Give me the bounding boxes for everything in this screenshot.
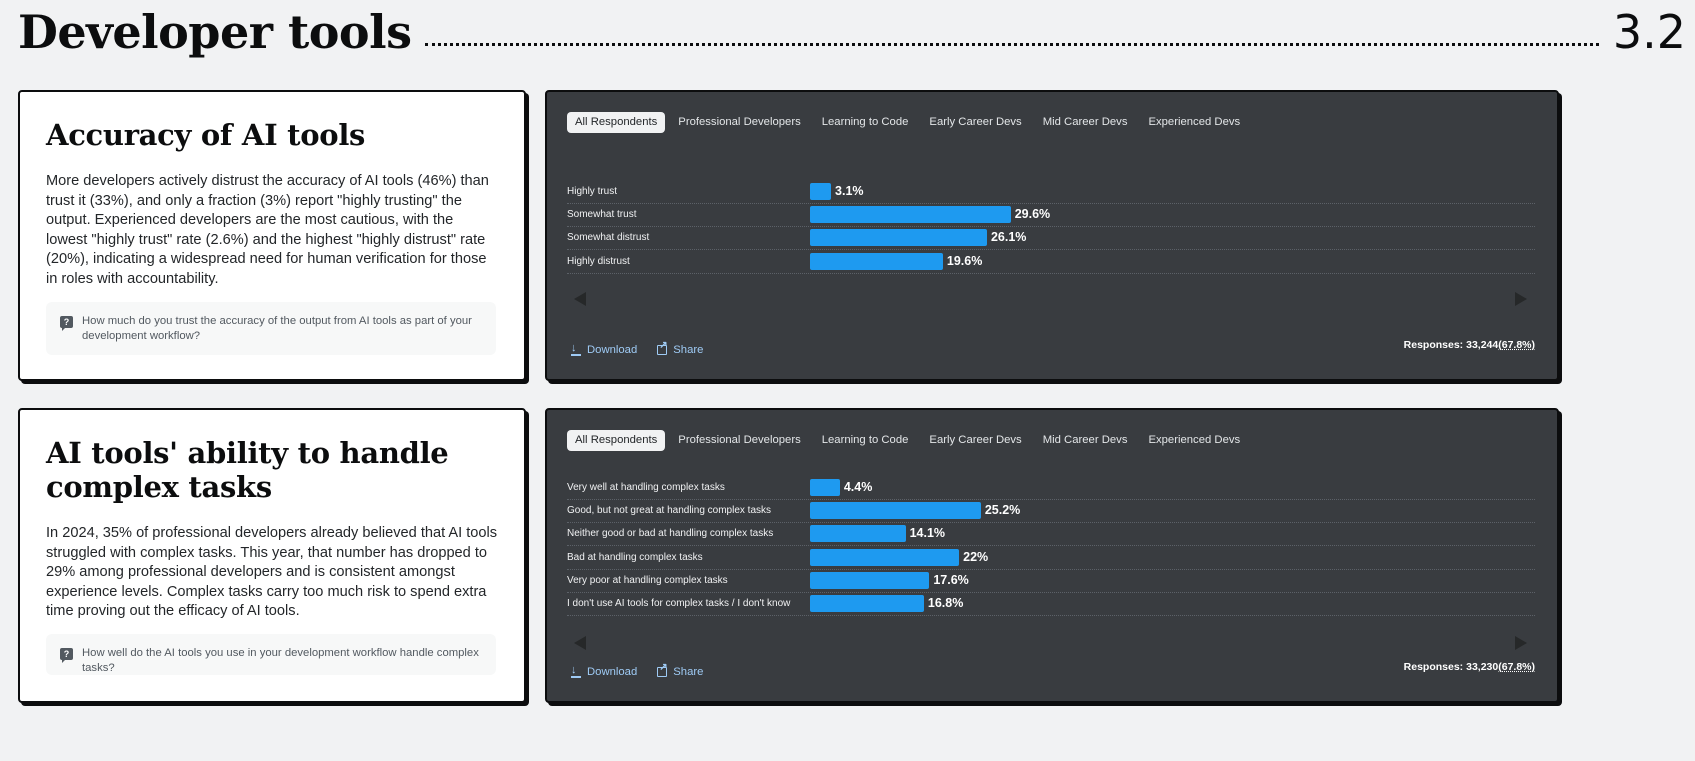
chart-panel-accuracy: All Respondents Professional Developers … bbox=[545, 90, 1559, 381]
chart-actions: Download Share bbox=[571, 662, 704, 678]
tab-mid-career-devs[interactable]: Mid Career Devs bbox=[1042, 434, 1128, 446]
responses-percent[interactable]: (67.8%) bbox=[1498, 661, 1535, 673]
bar[interactable] bbox=[810, 502, 981, 520]
share-button[interactable]: Share bbox=[657, 340, 704, 356]
download-icon bbox=[571, 664, 581, 678]
bar[interactable] bbox=[810, 548, 960, 566]
chart-row: Somewhat trust 29.6% bbox=[567, 203, 1535, 228]
bar-value-label: 26.1% bbox=[990, 230, 1027, 245]
survey-question: ? How well do the AI tools you use in yo… bbox=[46, 634, 496, 675]
title-leader-dots bbox=[425, 43, 1599, 46]
tab-early-career-devs[interactable]: Early Career Devs bbox=[929, 434, 1022, 446]
chart-actions: Download Share bbox=[571, 340, 704, 356]
bar-value-label: 29.6% bbox=[1014, 207, 1051, 222]
bar-value-label: 17.6% bbox=[933, 572, 969, 587]
chart-row: I don't use AI tools for complex tasks /… bbox=[567, 592, 1535, 616]
bar-label: Bad at handling complex tasks bbox=[567, 551, 703, 563]
tab-professional-developers[interactable]: Professional Developers bbox=[678, 434, 801, 446]
tab-all-respondents[interactable]: All Respondents bbox=[567, 112, 666, 133]
respondent-tabs: All Respondents Professional Developers … bbox=[567, 430, 1248, 451]
bar-value-label: 4.4% bbox=[843, 480, 873, 494]
respondent-tabs: All Respondents Professional Developers … bbox=[567, 112, 1248, 133]
bar-label: Good, but not great at handling complex … bbox=[567, 505, 772, 517]
chart-row: Very well at handling complex tasks 4.4% bbox=[567, 476, 1535, 500]
bar-value-label: 19.6% bbox=[946, 253, 983, 268]
share-icon bbox=[657, 662, 668, 677]
chart-row: Somewhat distrust 26.1% bbox=[567, 226, 1535, 251]
bar-label: Very well at handling complex tasks bbox=[567, 482, 725, 493]
share-icon bbox=[657, 340, 668, 355]
responses-number: 33,244 bbox=[1466, 339, 1499, 351]
chart-row: Neither good or bad at handling complex … bbox=[567, 522, 1535, 547]
bar-label: Very poor at handling complex tasks bbox=[567, 574, 728, 586]
question-text: How well do the AI tools you use in your… bbox=[82, 647, 479, 674]
download-label: Download bbox=[587, 666, 638, 678]
responses-label: Responses: bbox=[1403, 661, 1464, 673]
responses-count: Responses: 33,230(67.8%) bbox=[1404, 661, 1535, 673]
chart-prev-arrow-icon[interactable] bbox=[574, 292, 586, 306]
question-icon: ? bbox=[60, 316, 73, 331]
card-title: AI tools' ability to handle complex task… bbox=[46, 436, 449, 504]
bar[interactable] bbox=[810, 229, 987, 247]
download-button[interactable]: Download bbox=[571, 342, 638, 356]
card-body: In 2024, 35% of professional developers … bbox=[46, 525, 498, 619]
tab-experienced-devs[interactable]: Experienced Devs bbox=[1148, 116, 1241, 128]
chart-row: Very poor at handling complex tasks 17.6% bbox=[567, 569, 1535, 593]
responses-label: Responses: bbox=[1403, 339, 1464, 351]
bar-label: Highly trust bbox=[567, 186, 618, 197]
card-title: Accuracy of AI tools bbox=[46, 118, 366, 152]
bar[interactable] bbox=[810, 595, 924, 612]
share-label: Share bbox=[673, 344, 704, 356]
tab-experienced-devs[interactable]: Experienced Devs bbox=[1148, 434, 1241, 446]
question-icon: ? bbox=[60, 648, 73, 663]
chart-next-arrow-icon[interactable] bbox=[1515, 292, 1527, 306]
download-icon bbox=[571, 342, 581, 356]
bar-label: Highly distrust bbox=[567, 255, 630, 267]
download-button[interactable]: Download bbox=[571, 664, 638, 678]
tab-learning-to-code[interactable]: Learning to Code bbox=[821, 116, 909, 128]
info-card-accuracy: Accuracy of AI tools More developers act… bbox=[18, 90, 526, 381]
bar[interactable] bbox=[810, 479, 840, 496]
page-header: Developer tools 3.2 bbox=[18, 0, 1686, 60]
download-label: Download bbox=[587, 344, 638, 356]
bar[interactable] bbox=[810, 206, 1011, 224]
chart-row: Highly distrust 19.6% bbox=[567, 250, 1535, 274]
bar-label: Somewhat distrust bbox=[567, 232, 650, 244]
responses-number: 33,230 bbox=[1466, 661, 1499, 673]
bar-value-label: 14.1% bbox=[909, 526, 946, 541]
chart-prev-arrow-icon[interactable] bbox=[574, 636, 586, 650]
bar[interactable] bbox=[810, 525, 906, 543]
responses-count: Responses: 33,244(67.8%) bbox=[1404, 339, 1535, 351]
tab-professional-developers[interactable]: Professional Developers bbox=[678, 116, 801, 128]
tab-learning-to-code[interactable]: Learning to Code bbox=[821, 434, 909, 446]
bar-value-label: 3.1% bbox=[835, 184, 864, 198]
tab-all-respondents[interactable]: All Respondents bbox=[567, 430, 666, 451]
tab-early-career-devs[interactable]: Early Career Devs bbox=[929, 116, 1022, 128]
bar-label: Neither good or bad at handling complex … bbox=[567, 528, 774, 540]
bar[interactable] bbox=[810, 183, 832, 200]
card-body: More developers actively distrust the ac… bbox=[46, 173, 489, 287]
chart-next-arrow-icon[interactable] bbox=[1515, 636, 1527, 650]
bar-value-label: 25.2% bbox=[984, 503, 1021, 518]
section-number: 3.2 bbox=[1612, 5, 1686, 59]
tab-mid-career-devs[interactable]: Mid Career Devs bbox=[1042, 116, 1128, 128]
chart-panel-complex-tasks: All Respondents Professional Developers … bbox=[545, 408, 1559, 703]
bar[interactable] bbox=[810, 252, 943, 270]
question-text: How much do you trust the accuracy of th… bbox=[82, 315, 472, 342]
chart-row: Highly trust 3.1% bbox=[567, 180, 1535, 204]
chart-row: Bad at handling complex tasks 22% bbox=[567, 546, 1535, 570]
bar-value-label: 16.8% bbox=[927, 596, 964, 610]
bar-label: I don't use AI tools for complex tasks /… bbox=[567, 598, 791, 609]
bar-label: Somewhat trust bbox=[567, 209, 637, 221]
bar-value-label: 22% bbox=[963, 549, 989, 564]
share-label: Share bbox=[673, 666, 704, 678]
bar[interactable] bbox=[810, 571, 930, 589]
responses-percent[interactable]: (67.8%) bbox=[1498, 339, 1535, 351]
page-title: Developer tools bbox=[18, 5, 412, 59]
survey-question: ? How much do you trust the accuracy of … bbox=[46, 302, 496, 355]
info-card-complex-tasks: AI tools' ability to handle complex task… bbox=[18, 408, 526, 703]
share-button[interactable]: Share bbox=[657, 662, 704, 678]
chart-row: Good, but not great at handling complex … bbox=[567, 499, 1535, 524]
